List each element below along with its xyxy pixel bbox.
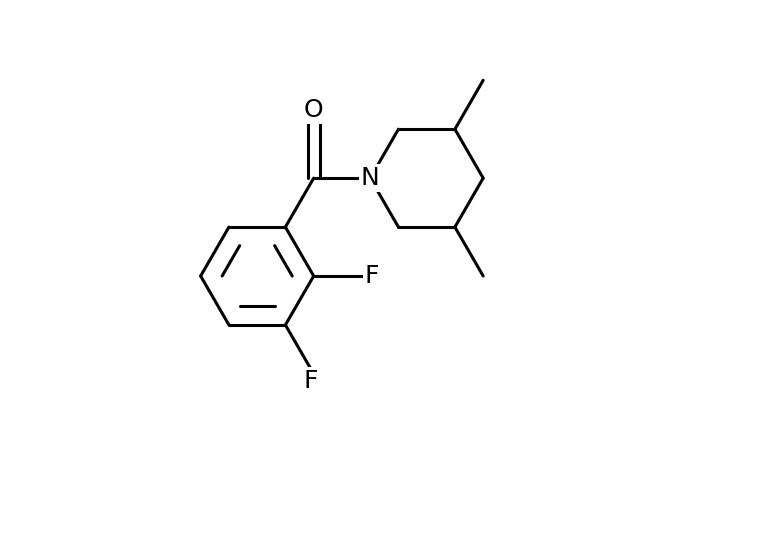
Text: O: O — [304, 98, 324, 121]
Text: F: F — [303, 369, 318, 393]
Text: F: F — [365, 264, 379, 288]
Text: N: N — [361, 166, 380, 190]
